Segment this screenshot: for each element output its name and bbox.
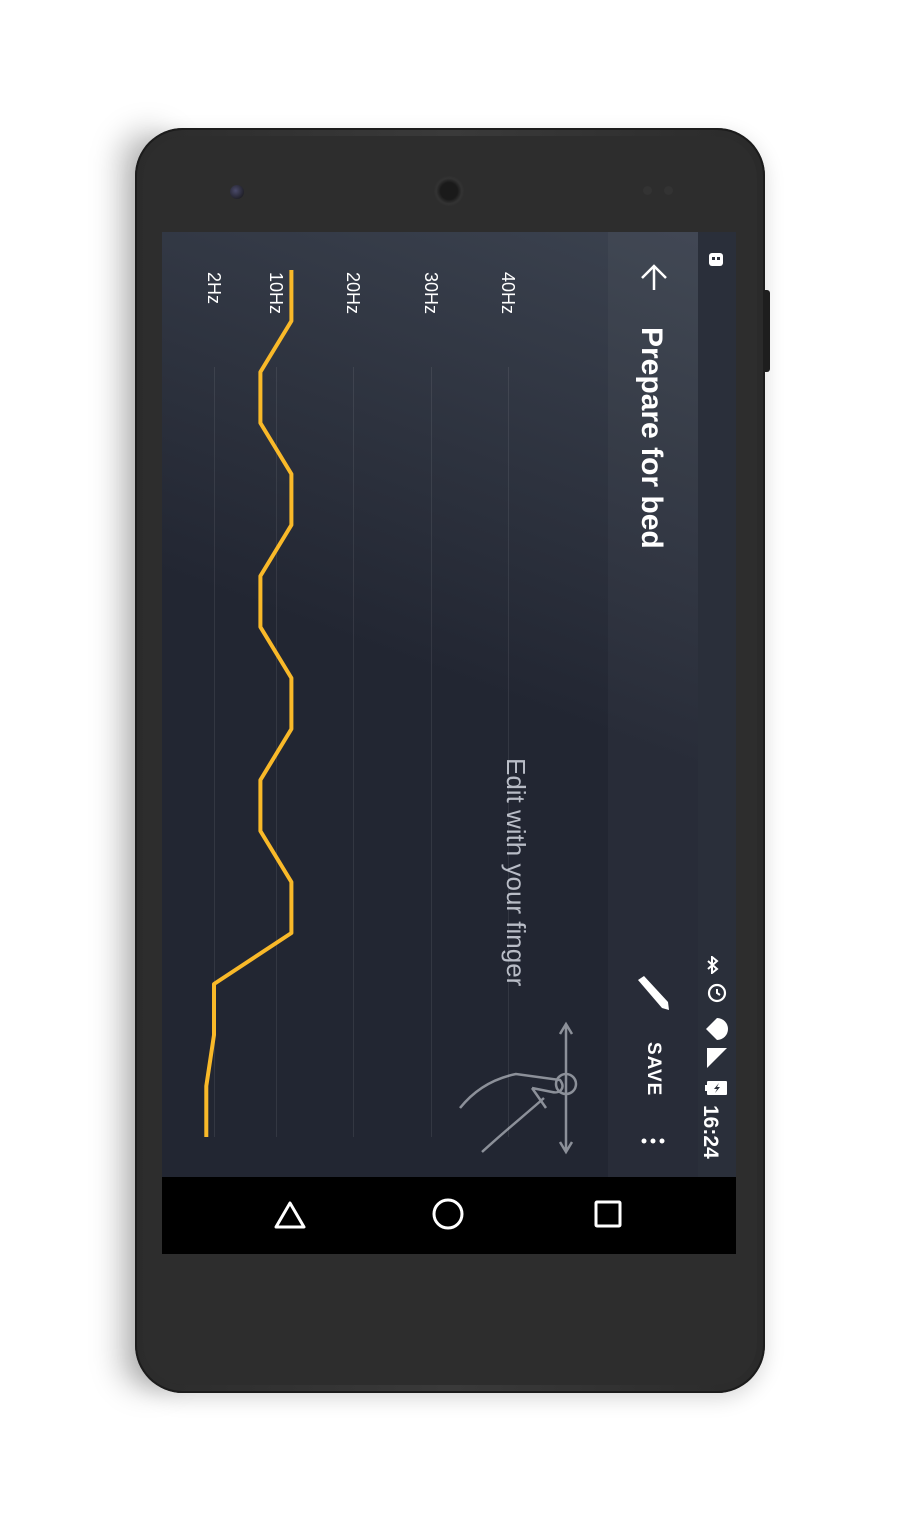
battery-icon [705,1078,729,1098]
recents-square-icon[interactable] [592,1198,624,1230]
signal-icon [705,1046,729,1070]
earpiece-speaker [434,176,464,206]
notification-icon [706,250,726,268]
wave-line[interactable] [204,270,294,1137]
finger-gesture-icon [456,1018,586,1158]
chart-gridline [214,367,215,1137]
overflow-menu-icon[interactable] [640,1134,666,1148]
wave-chart-svg[interactable] [162,232,736,1177]
back-arrow-icon[interactable] [638,262,670,294]
power-button [763,290,770,372]
alarm-icon [705,980,729,1004]
chart-gridline [353,367,355,1137]
chart-gridline [430,367,432,1137]
proximity-sensor [643,186,652,195]
light-sensor [664,186,673,195]
app-background [162,232,736,1177]
status-bar: 16:24 [698,232,736,1177]
front-camera [230,185,244,199]
navigation-bar [162,1177,736,1254]
pencil-icon[interactable] [632,972,674,1014]
chart-gridline [508,367,509,1137]
screen: 16:24 Prepare for bed SAVE Edit with you… [162,232,736,1254]
bluetooth-icon [706,954,728,976]
back-triangle-icon[interactable] [272,1197,308,1233]
wifi-icon [704,1016,730,1042]
home-circle-icon[interactable] [430,1196,466,1232]
